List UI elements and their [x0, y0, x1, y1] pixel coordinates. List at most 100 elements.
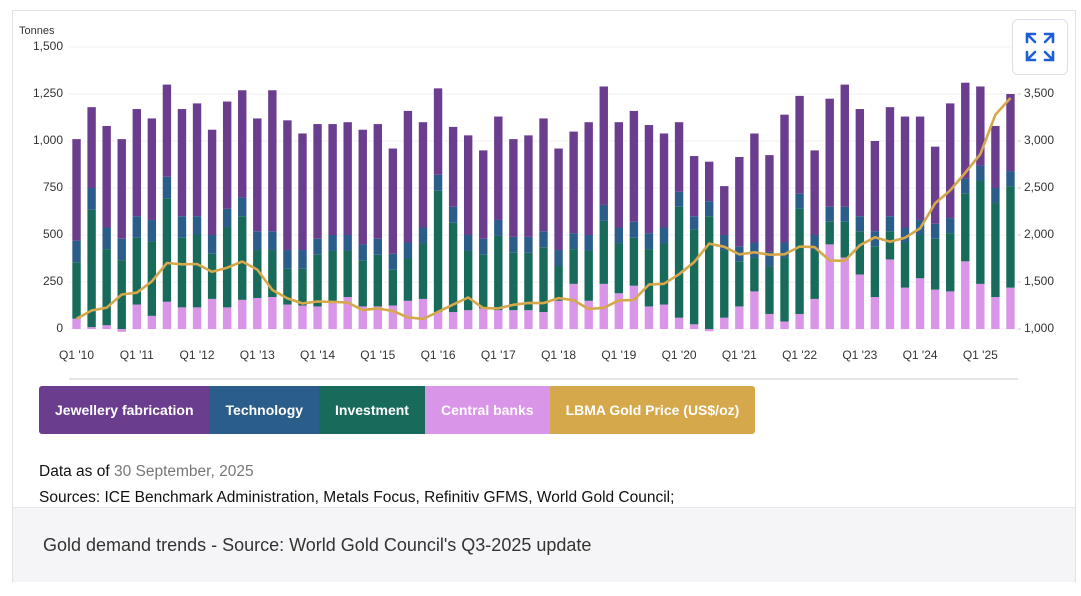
bar-segment	[524, 252, 533, 311]
legend-item[interactable]: Jewellery fabrication	[39, 386, 210, 434]
bar-segment	[840, 84, 849, 207]
bar-segment	[509, 310, 518, 329]
bar-segment	[132, 109, 141, 217]
bar-segment	[569, 131, 578, 234]
bar-segment	[554, 250, 563, 267]
bar-segment	[870, 246, 880, 298]
bar-segment	[448, 206, 458, 223]
bar-segment	[584, 122, 593, 235]
bar-segment	[494, 310, 503, 329]
bar-segment	[72, 139, 81, 241]
bar-segment	[961, 261, 970, 329]
bar-segment	[539, 231, 548, 248]
bar-segment	[539, 118, 548, 232]
legend-item[interactable]: Central banks	[424, 386, 550, 434]
bar-segment	[433, 88, 443, 175]
bar-segment	[855, 216, 865, 232]
bar-segment	[644, 249, 654, 307]
bar-segment	[584, 300, 593, 329]
bar-segment	[328, 235, 337, 251]
y2-tick-label: 2,000	[1024, 227, 1054, 241]
bar-segment	[900, 116, 910, 228]
legend-item[interactable]: Investment	[319, 386, 425, 434]
bar-segment	[644, 233, 654, 250]
bar-segment	[524, 135, 533, 237]
bar-segment	[915, 116, 925, 220]
bar-segment	[147, 219, 157, 242]
bar-segment	[238, 197, 247, 217]
legend-item[interactable]: Technology	[209, 386, 320, 434]
bar-segment	[885, 231, 895, 260]
bar-segment	[403, 258, 413, 301]
bar-segment	[976, 180, 985, 284]
x-tick-label: Q1 '23	[842, 348, 877, 362]
bar-segment	[72, 240, 81, 263]
bar-segment	[479, 254, 488, 309]
bar-segment	[1006, 171, 1015, 187]
y-tick-label: 250	[43, 274, 63, 288]
legend-item[interactable]: LBMA Gold Price (US$/oz)	[549, 386, 756, 434]
bar-segment	[162, 301, 172, 329]
chart-card: Tonnes 0 250 500 750 1,000 1,250 1,500 1,000 1,5…	[12, 10, 1076, 582]
bar-segment	[915, 278, 925, 329]
bar-segment	[448, 222, 458, 313]
bar-segment	[614, 293, 624, 329]
bar-segment	[72, 262, 81, 319]
bar-segment	[900, 287, 910, 329]
bar-segment	[554, 266, 563, 301]
bar-segment	[87, 209, 96, 328]
bar-segment	[930, 238, 940, 290]
bar-segment	[825, 221, 834, 245]
bar-segment	[930, 146, 940, 224]
bar-segment	[659, 227, 669, 244]
expand-button[interactable]	[1012, 19, 1068, 75]
bar-segment	[674, 206, 684, 318]
bar-segment	[448, 126, 458, 207]
bar-segment	[418, 243, 428, 299]
y-tick-label: 1,000	[33, 133, 63, 147]
bar-segment	[840, 221, 849, 258]
bar-segment	[207, 253, 217, 299]
bar-segment	[283, 120, 292, 251]
bar-segment	[629, 110, 639, 222]
bar-segment	[343, 122, 352, 235]
expand-icon	[1025, 32, 1055, 62]
bar-segment	[463, 250, 473, 311]
bar-segment	[720, 186, 729, 235]
bar-segment	[509, 236, 518, 253]
bar-segment	[162, 176, 172, 199]
x-tick-label: Q1 '14	[300, 348, 335, 362]
bar-segment	[343, 250, 352, 298]
bar-segment	[644, 125, 654, 234]
bar-segment	[584, 235, 593, 251]
bar-segment	[946, 103, 955, 219]
bar-segment	[599, 220, 608, 284]
bar-segment	[403, 300, 413, 329]
bar-segment	[343, 235, 352, 251]
bar-segment	[132, 304, 141, 329]
bar-segment	[177, 216, 187, 238]
bar-segment	[1006, 186, 1015, 288]
bar-segment	[373, 306, 383, 329]
bar-segment	[614, 122, 624, 228]
bar-segment	[463, 235, 473, 251]
bar-segment	[253, 231, 262, 251]
bar-segment	[870, 297, 880, 329]
bar-segment	[433, 312, 443, 329]
bar-segment	[222, 101, 232, 209]
bar-segment	[674, 317, 684, 329]
bar-segment	[629, 237, 639, 286]
bar-segment	[313, 238, 322, 255]
bar-segment	[222, 208, 232, 228]
bar-segment	[358, 306, 367, 329]
bar-segment	[584, 250, 593, 301]
bar-segment	[298, 305, 307, 329]
bar-segment	[554, 300, 563, 329]
bar-segment	[102, 249, 111, 326]
bar-segment	[659, 133, 669, 228]
bar-segment	[207, 298, 217, 329]
bar-segment	[433, 174, 443, 191]
bar-segment	[946, 218, 955, 234]
bar-segment	[343, 297, 352, 329]
bar-segment	[192, 103, 202, 217]
